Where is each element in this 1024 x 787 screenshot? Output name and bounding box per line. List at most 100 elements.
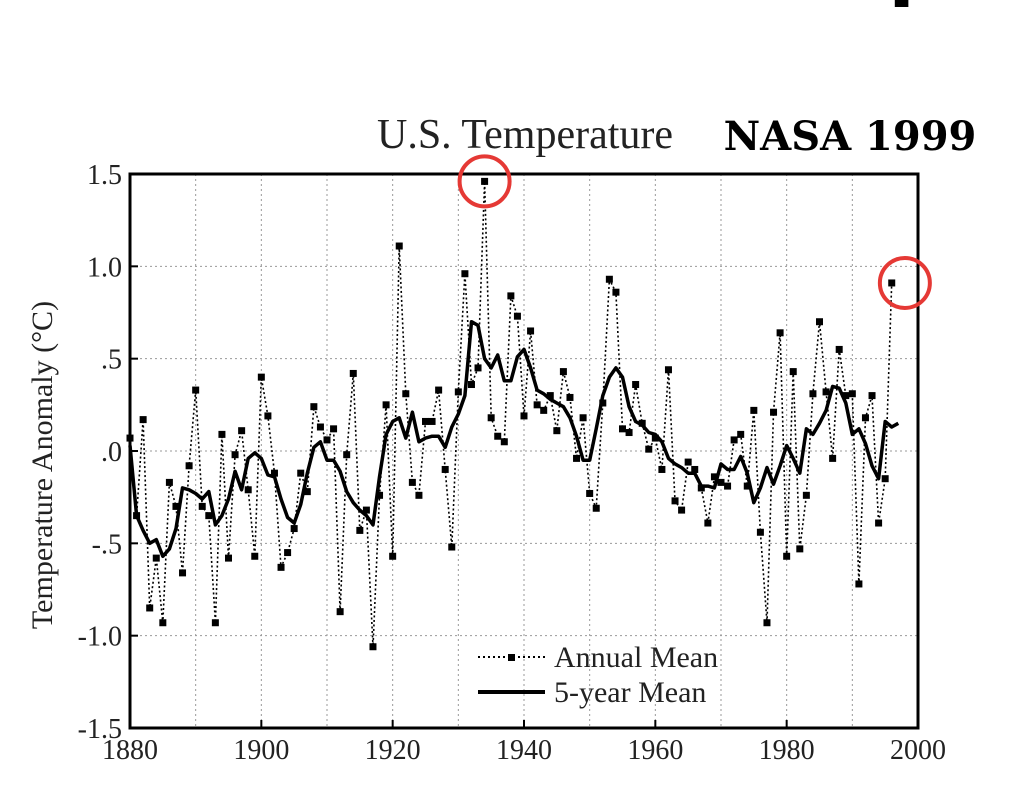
annual-mean-point	[290, 525, 298, 533]
annual-mean-point	[573, 454, 581, 462]
annual-mean-point	[310, 403, 318, 411]
annual-mean-point	[776, 329, 784, 337]
annual-mean-point	[809, 390, 817, 398]
y-tick-label: -.5	[92, 529, 122, 560]
annual-mean-point	[389, 552, 397, 560]
annual-mean-point	[513, 312, 521, 320]
annual-mean-point	[251, 552, 259, 560]
annual-mean-point	[428, 417, 436, 425]
annual-mean-point	[697, 484, 705, 492]
y-tick-label: 1.0	[87, 252, 122, 283]
annual-mean-point	[474, 364, 482, 372]
annual-mean-point	[395, 242, 403, 250]
annual-mean-point	[783, 552, 791, 560]
annual-mean-point	[822, 388, 830, 396]
annual-mean-point	[579, 414, 587, 422]
annual-mean-point	[126, 434, 134, 442]
annual-mean-point	[592, 504, 600, 512]
annual-mean-point	[684, 458, 692, 466]
annual-mean-point	[481, 177, 489, 185]
annual-mean-point	[323, 436, 331, 444]
annual-mean-point	[139, 416, 147, 424]
annual-mean-point	[619, 425, 626, 433]
annual-mean-point	[842, 392, 850, 400]
annual-mean-point	[559, 368, 567, 376]
legend-annual-marker	[508, 654, 515, 661]
highlight-circle	[457, 154, 512, 209]
annual-mean-point	[205, 512, 213, 520]
y-tick-label: .5	[101, 345, 122, 376]
annual-mean-point	[829, 454, 837, 462]
annual-mean-point	[553, 427, 561, 435]
series-annual-mean	[126, 0, 909, 651]
annual-mean-point	[763, 619, 771, 627]
annual-mean-point	[454, 388, 462, 396]
annual-mean-point	[349, 369, 357, 377]
annual-mean-point	[717, 478, 725, 486]
annual-mean-point	[612, 288, 620, 296]
annual-mean-point	[422, 417, 429, 425]
annual-mean-point	[343, 451, 351, 459]
annual-mean-point	[645, 445, 653, 453]
annual-mean-point	[316, 423, 324, 431]
annual-mean-point	[861, 414, 869, 422]
annual-mean-point	[330, 425, 338, 433]
annual-mean-point	[888, 279, 896, 287]
annual-mean-point	[605, 275, 613, 283]
badge-label: NASA 1999	[724, 113, 977, 160]
annual-mean-point	[770, 408, 778, 416]
annual-mean-point	[566, 393, 574, 401]
annual-mean-point	[264, 412, 272, 420]
legend-annual-label: Annual Mean	[554, 641, 718, 674]
annual-mean-point	[520, 412, 528, 420]
annual-mean-point	[691, 465, 699, 473]
annual-mean-point	[855, 580, 863, 588]
annual-mean-point	[152, 554, 160, 562]
annual-mean-point	[730, 436, 738, 444]
annual-mean-point	[678, 506, 686, 514]
annual-mean-point	[362, 506, 370, 514]
highlight-circles	[457, 154, 932, 310]
legend: Annual Mean 5-year Mean	[478, 641, 718, 709]
x-tick-label: 1900	[233, 735, 289, 766]
annual-mean-point	[284, 549, 292, 557]
y-axis-label: Temperature Anomaly (°C)	[26, 301, 59, 629]
x-tick-label: 1920	[365, 735, 421, 766]
annual-mean-point	[533, 401, 541, 409]
annual-mean-point	[185, 462, 193, 470]
annual-mean-point	[231, 451, 239, 459]
annual-mean-point	[756, 528, 764, 536]
annual-mean-point	[277, 563, 285, 571]
annual-mean-point	[494, 432, 502, 440]
annual-mean-point	[651, 434, 659, 442]
annual-mean-point	[376, 491, 384, 499]
annual-mean-point	[356, 526, 364, 534]
annual-mean-point	[796, 545, 804, 553]
annual-mean-point	[402, 390, 410, 398]
annual-mean-point	[297, 469, 305, 477]
annual-mean-point	[500, 438, 508, 446]
annual-mean-point	[737, 430, 745, 438]
y-tick-label: -1.5	[78, 714, 122, 745]
annual-mean-point	[238, 427, 246, 435]
x-tick-label: 1980	[759, 735, 815, 766]
y-tick-label: 1.5	[87, 160, 122, 191]
annual-mean-point	[835, 345, 843, 353]
annual-mean-point	[507, 292, 515, 300]
annual-mean-point	[625, 429, 633, 437]
annual-mean-point	[270, 469, 278, 477]
annual-mean-point	[710, 473, 718, 481]
annual-mean-point	[802, 491, 810, 499]
annual-mean-point	[789, 368, 797, 376]
annual-mean-point	[894, 0, 902, 7]
annual-mean-point	[901, 0, 909, 7]
annual-mean-point	[487, 414, 495, 422]
annual-mean-point	[172, 502, 180, 510]
annual-mean-point	[244, 486, 252, 494]
annual-mean-point	[671, 497, 679, 505]
annual-mean-point	[165, 478, 173, 486]
annual-mean-point	[192, 386, 200, 394]
annual-mean-point	[875, 519, 883, 527]
annual-mean-point	[159, 619, 167, 627]
